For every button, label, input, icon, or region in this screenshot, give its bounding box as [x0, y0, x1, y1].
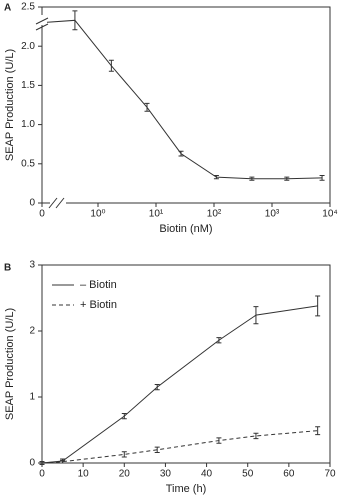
error-bar — [284, 176, 290, 181]
x-tick-label: 10¹ — [149, 209, 164, 220]
y-tick-label: 2 — [29, 326, 35, 337]
series-line — [41, 305, 318, 464]
x-tick-label: 60 — [283, 469, 295, 480]
y-tick-label: 1 — [29, 392, 35, 403]
x-tick-label: 70 — [324, 469, 336, 480]
x-tick-label: 50 — [242, 469, 254, 480]
error-bar — [253, 306, 259, 325]
y-tick-label: 0 — [29, 458, 35, 469]
error-bar — [315, 295, 321, 317]
x-tick-label: 0 — [39, 469, 45, 480]
y-axis-title: SEAP Production (U/L) — [4, 49, 16, 161]
x-tick-label: 20 — [119, 469, 131, 480]
error-bar — [121, 451, 127, 458]
panel-label: B — [4, 263, 11, 274]
y-axis-title: SEAP Production (U/L) — [4, 308, 16, 420]
error-bar — [144, 102, 150, 112]
y-tick-label: 2.5 — [21, 2, 35, 13]
x-tick-label: 10³ — [265, 209, 280, 220]
x-tick-label: 10 — [78, 469, 90, 480]
panel-label: A — [4, 3, 11, 14]
error-bar — [154, 383, 160, 391]
x-tick-label: 10⁴ — [322, 209, 337, 220]
y-tick-label: 0 — [29, 198, 35, 209]
error-bar — [72, 10, 78, 31]
y-tick-label: 1.0 — [21, 119, 35, 130]
y-tick-label: 3 — [29, 260, 35, 271]
axis-break — [35, 15, 66, 209]
error-bar — [319, 175, 325, 181]
y-tick-label: 1.5 — [21, 80, 35, 91]
error-bar — [154, 446, 160, 453]
plot-frame — [41, 264, 331, 464]
x-tick-label: 0 — [39, 209, 45, 220]
y-tick-label: 2.0 — [21, 41, 35, 52]
legend-label: + Biotin — [80, 299, 117, 311]
x-tick-label: 10⁰ — [90, 209, 105, 220]
error-bar — [253, 432, 259, 440]
error-bar — [315, 426, 321, 436]
error-bar — [108, 59, 114, 72]
x-tick-label: 40 — [201, 469, 213, 480]
error-bar — [213, 175, 219, 180]
error-bar — [178, 150, 184, 157]
error-bar — [39, 461, 45, 465]
x-axis-title: Time (h) — [166, 483, 207, 495]
error-bar — [249, 176, 255, 181]
x-axis-title: Biotin (nM) — [159, 223, 212, 235]
plot-frame — [41, 6, 331, 204]
series-line — [41, 430, 318, 464]
error-bar — [216, 337, 222, 344]
error-bar — [121, 413, 127, 420]
error-bar — [60, 459, 66, 464]
x-tick-label: 10² — [207, 209, 222, 220]
error-bar — [216, 437, 222, 444]
y-tick-label: 0.5 — [21, 158, 35, 169]
series-line — [41, 19, 323, 180]
x-tick-label: 30 — [160, 469, 172, 480]
legend-label: – Biotin — [80, 279, 117, 291]
